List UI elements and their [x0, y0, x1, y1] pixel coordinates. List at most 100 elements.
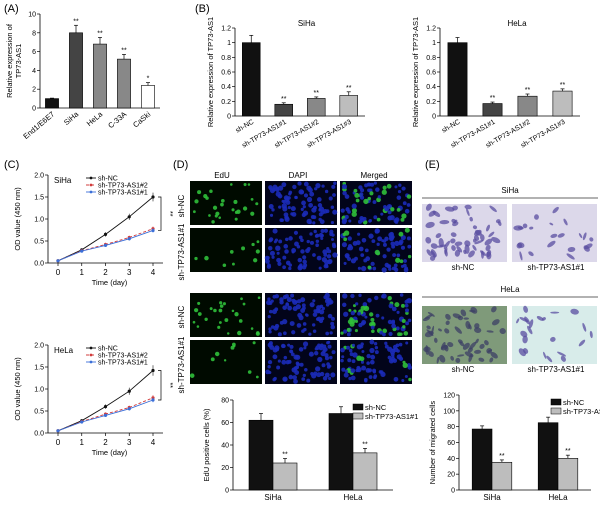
cell-nucleus — [347, 358, 352, 363]
cell-nucleus — [306, 196, 313, 203]
cell-nucleus — [368, 219, 372, 223]
cell-nucleus — [405, 341, 409, 345]
cell-nucleus — [374, 249, 380, 255]
legend-label: sh-NC — [98, 346, 118, 353]
cell-nucleus — [292, 375, 298, 380]
edu-col-header: EdU — [214, 171, 230, 180]
y-tick-label: 0.5 — [34, 239, 44, 246]
y-tick-label: 80 — [447, 424, 455, 431]
y-tick-label: 40 — [447, 456, 455, 463]
cell-nucleus — [287, 305, 293, 311]
cell-nucleus — [375, 187, 380, 192]
cell-nucleus — [394, 302, 400, 308]
cell-nucleus — [314, 350, 319, 356]
cell-nucleus — [296, 323, 302, 328]
cell-nucleus — [268, 330, 272, 334]
edu-row-label-3: sh-NC — [177, 305, 186, 328]
cell-nucleus — [282, 265, 286, 270]
cell-nucleus — [329, 355, 333, 360]
cell-nucleus — [267, 359, 273, 365]
migrated-cell — [570, 308, 579, 315]
migrated-cell — [441, 342, 446, 350]
significance-star: ** — [525, 87, 531, 94]
cell-nucleus — [343, 230, 350, 236]
micrograph-tile — [264, 228, 338, 272]
cell-nucleus — [340, 358, 344, 363]
y-tick-label: 0 — [451, 488, 455, 495]
significance-star: ** — [121, 47, 127, 54]
cell-nucleus — [402, 360, 406, 364]
cell-nucleus — [268, 185, 273, 190]
cell-nucleus — [253, 258, 258, 263]
cell-nucleus — [374, 228, 380, 234]
y-tick-label: 2 — [32, 87, 36, 94]
data-point — [56, 429, 60, 433]
migrated-cell — [527, 325, 533, 335]
y-axis-label: OD value (450 nm) — [13, 357, 22, 421]
cell-nucleus — [398, 231, 404, 237]
cell-nucleus — [398, 342, 403, 347]
cell-nucleus — [398, 356, 404, 361]
cell-nucleus — [373, 375, 377, 380]
cell-nucleus — [367, 265, 372, 270]
cell-nucleus — [341, 367, 346, 372]
cell-nucleus — [401, 186, 406, 191]
cell-nucleus — [251, 242, 255, 247]
migrated-cell — [519, 251, 523, 261]
cell-nucleus — [305, 248, 310, 254]
cell-nucleus — [347, 236, 352, 241]
cell-nucleus — [281, 203, 287, 209]
edu-row-label-2: sh-TP73-AS1#1 — [177, 223, 186, 280]
cell-nucleus — [404, 208, 410, 214]
legend-label: sh-TP73-AS1#1 — [98, 190, 148, 197]
migrated-cell — [438, 328, 442, 332]
migrated-cell — [529, 226, 534, 230]
legend-label: sh-TP73-AS1#1 — [98, 360, 148, 367]
cell-nucleus — [316, 372, 322, 378]
cell-nucleus — [316, 316, 322, 322]
panel-label-e: (E) — [425, 159, 440, 171]
cell-nucleus — [318, 266, 322, 270]
cell-nucleus — [406, 298, 410, 303]
data-point — [103, 405, 108, 409]
cell-nucleus — [303, 263, 308, 268]
cell-nucleus — [407, 244, 412, 249]
cell-nucleus — [392, 253, 397, 257]
bar — [537, 422, 559, 491]
migrated-cell — [473, 238, 477, 243]
migrated-cell — [518, 348, 527, 357]
cell-nucleus — [323, 295, 328, 300]
cell-nucleus — [391, 266, 396, 271]
cell-nucleus — [407, 318, 412, 323]
legend-swatch — [352, 403, 364, 411]
cell-nucleus — [342, 190, 347, 196]
cell-nucleus — [288, 236, 293, 241]
cell-nucleus — [194, 256, 198, 261]
cell-nucleus — [406, 203, 411, 207]
cell-nucleus — [407, 365, 412, 370]
significance-star: ** — [565, 448, 571, 455]
cell-nucleus — [267, 365, 271, 369]
cell-nucleus — [277, 359, 281, 363]
bar — [557, 458, 579, 491]
cell-nucleus — [279, 218, 284, 223]
transwell-tile — [512, 204, 597, 262]
micrograph-tile — [190, 228, 262, 272]
cell-nucleus — [387, 296, 392, 301]
cell-nucleus — [360, 217, 365, 223]
cell-nucleus — [345, 207, 350, 212]
cell-nucleus — [306, 239, 310, 244]
migrated-cell — [491, 237, 501, 244]
cell-nucleus — [369, 339, 375, 345]
migrated-cell — [491, 319, 500, 326]
migrated-cell — [455, 357, 461, 363]
panel-label-a: (A) — [4, 3, 19, 15]
x-tick-label: 1 — [80, 268, 85, 277]
cell-nucleus — [387, 210, 392, 215]
cell-nucleus — [344, 369, 348, 374]
cell-nucleus — [272, 294, 277, 299]
edu-row-label-1: sh-NC — [177, 194, 186, 217]
cell-nucleus — [370, 325, 375, 330]
legend-marker — [89, 190, 93, 194]
cell-nucleus — [280, 343, 286, 349]
